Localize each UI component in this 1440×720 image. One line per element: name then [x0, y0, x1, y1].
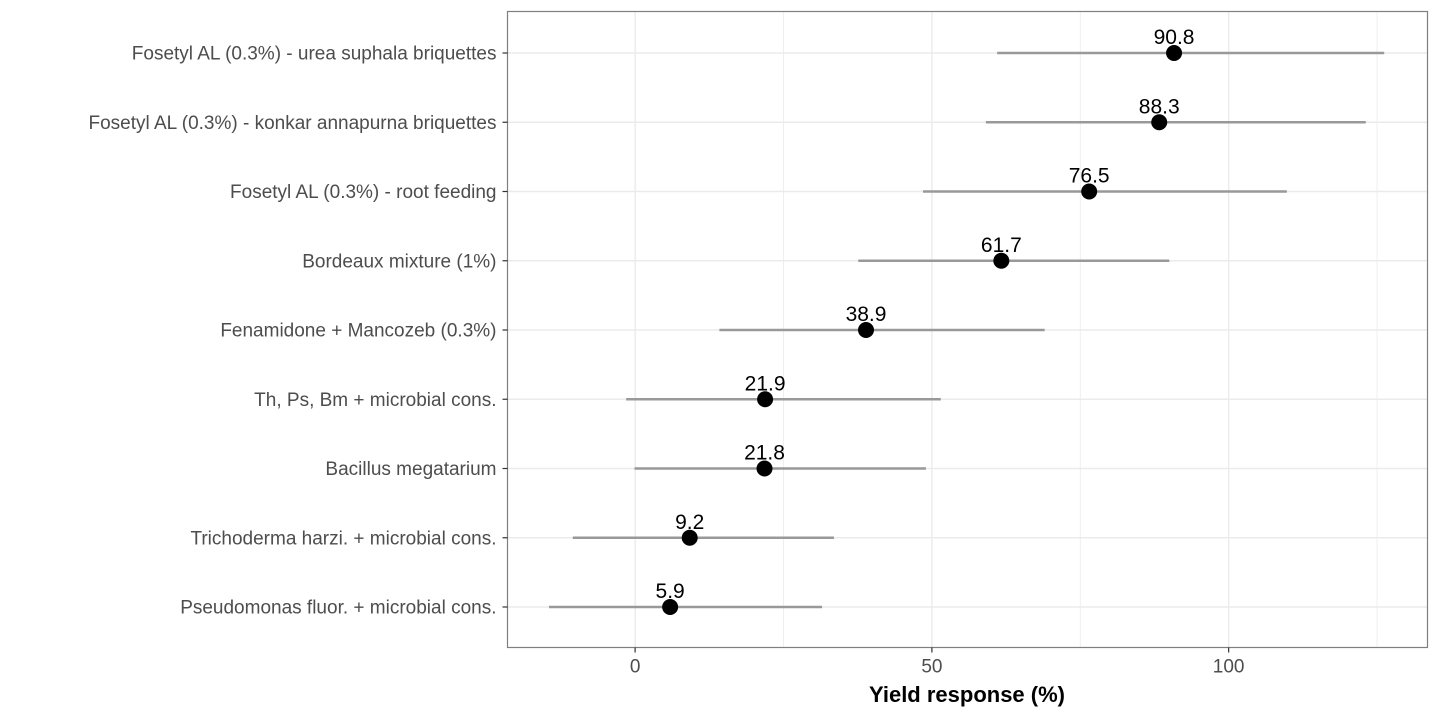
x-axis: 0 50 100 — [630, 647, 1245, 678]
error-bars — [549, 51, 1385, 609]
data-point — [681, 529, 698, 546]
data-point — [1151, 114, 1168, 131]
x-axis-title: Yield response (%) — [869, 682, 1065, 707]
data-point — [993, 252, 1010, 269]
data-point — [858, 322, 875, 338]
y-tick-label: Fenamidone + Mancozeb (0.3%) — [220, 321, 496, 342]
data-label: 76.5 — [1069, 165, 1110, 188]
data-label: 5.9 — [656, 580, 685, 603]
data-point — [757, 391, 774, 408]
data-label: 61.7 — [981, 234, 1022, 257]
y-tick-label: Th, Ps, Bm + microbial cons. — [254, 390, 496, 411]
data-point — [662, 599, 679, 615]
x-tick-label: 50 — [921, 657, 942, 678]
x-tick-label: 0 — [630, 657, 641, 678]
y-tick-label: Bordeaux mixture (1%) — [302, 251, 496, 272]
y-tick-label: Fosetyl AL (0.3%) - konkar annapurna bri… — [88, 113, 496, 134]
data-point — [756, 460, 773, 477]
data-point — [1166, 45, 1183, 61]
y-tick-label: Bacillus megatarium — [325, 459, 496, 480]
data-label: 9.2 — [675, 511, 704, 534]
x-tick-label: 100 — [1213, 657, 1245, 678]
data-label: 21.9 — [745, 372, 786, 395]
y-tick-label: Fosetyl AL (0.3%) - root feeding — [230, 182, 496, 203]
data-label: 21.8 — [744, 442, 785, 465]
data-labels: 90.8 88.3 76.5 61.7 38.9 21.9 21.8 9.2 5.9 — [656, 26, 1195, 603]
data-label: 88.3 — [1139, 95, 1180, 118]
data-label: 38.9 — [846, 303, 887, 326]
y-axis: Fosetyl AL (0.3%) - urea suphala briquet… — [88, 44, 508, 619]
y-tick-label: Fosetyl AL (0.3%) - urea suphala briquet… — [132, 44, 497, 65]
points — [662, 45, 1183, 615]
y-tick-label: Trichoderma harzi. + microbial cons. — [190, 528, 496, 549]
data-point — [1081, 183, 1098, 200]
data-label: 90.8 — [1154, 26, 1195, 49]
y-tick-label: Pseudomonas fluor. + microbial cons. — [180, 598, 496, 619]
